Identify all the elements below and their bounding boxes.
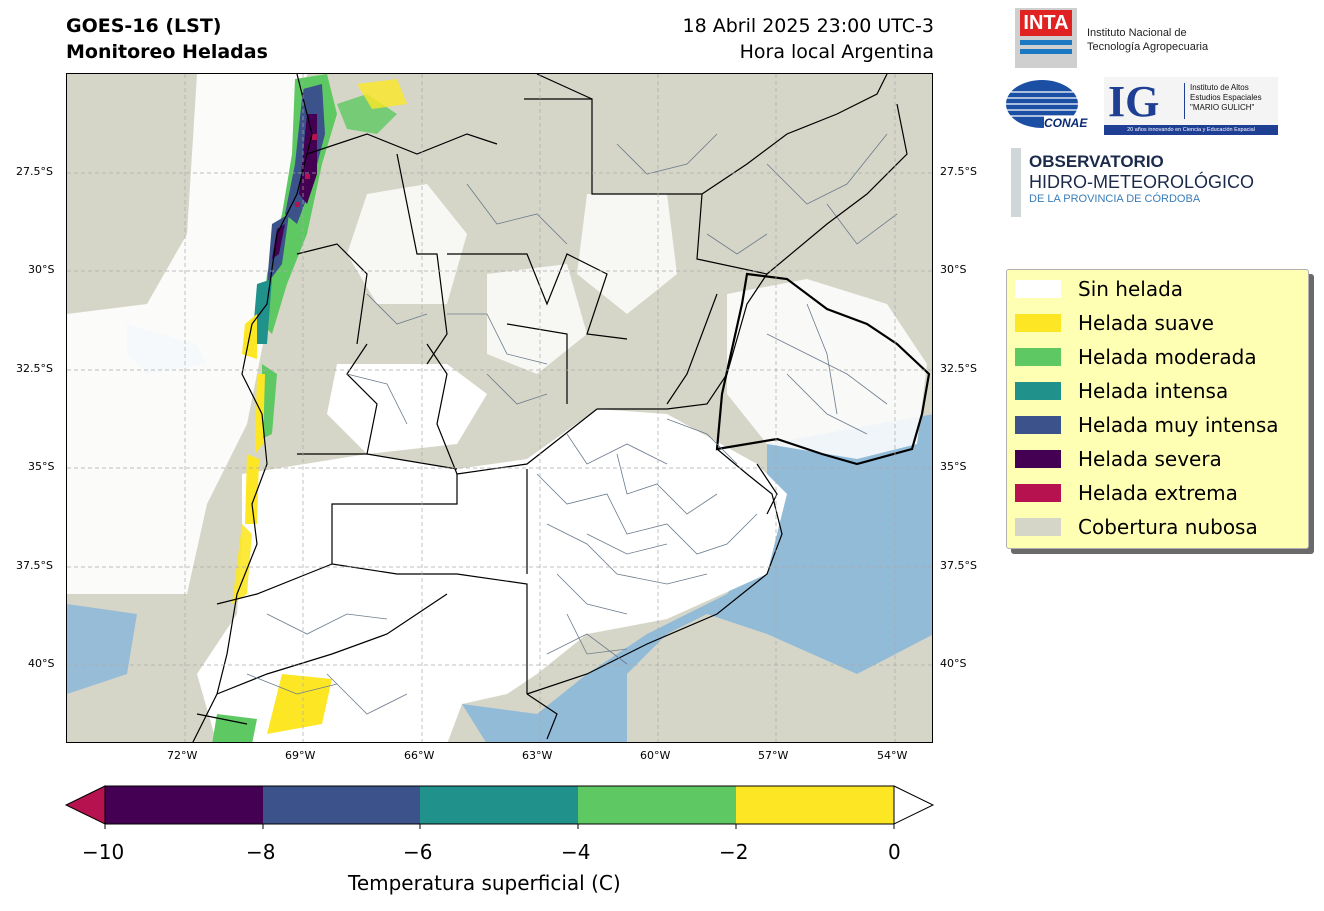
inta-logo: INTA <box>1015 8 1077 68</box>
conae-name: CONAE <box>1044 116 1088 130</box>
inta-name: Instituto Nacional de Tecnología Agropec… <box>1087 27 1209 53</box>
legend-item: Helada suave <box>1015 308 1214 338</box>
colorbar-segment <box>263 786 420 824</box>
lat-label-right: 35°S <box>940 460 967 473</box>
colorbar-tick: −10 <box>82 840 125 864</box>
inta-mark: INTA <box>1020 10 1072 36</box>
legend-swatch <box>1015 484 1061 502</box>
observatorio-bar <box>1011 148 1021 217</box>
legend-swatch <box>1015 518 1061 536</box>
colorbar-tick: −6 <box>403 840 433 864</box>
product-title: GOES-16 (LST) <box>66 15 222 37</box>
title-block: GOES-16 (LST) Monitoreo Heladas <box>66 13 268 65</box>
lon-label: 54°W <box>877 749 908 762</box>
product-subtitle: Monitoreo Heladas <box>66 41 268 63</box>
legend-swatch <box>1015 416 1061 434</box>
legend-item: Helada muy intensa <box>1015 410 1279 440</box>
lon-label: 63°W <box>522 749 553 762</box>
observatorio-logo: OBSERVATORIO HIDRO-METEOROLÓGICO DE LA P… <box>1029 152 1255 205</box>
colorbar <box>64 785 935 829</box>
legend-swatch <box>1015 280 1061 298</box>
lat-label-left: 27.5°S <box>16 165 53 178</box>
colorbar-segment <box>736 786 894 824</box>
local-time-note: Hora local Argentina <box>739 41 934 63</box>
lat-label-left: 32.5°S <box>16 362 53 375</box>
colorbar-segment <box>105 786 263 824</box>
lat-label-left: 35°S <box>28 460 55 473</box>
lon-label: 60°W <box>640 749 671 762</box>
legend-swatch <box>1015 348 1061 366</box>
legend-item: Cobertura nubosa <box>1015 512 1258 542</box>
legend-swatch <box>1015 314 1061 332</box>
colorbar-tick: 0 <box>888 840 901 864</box>
lat-label-right: 32.5°S <box>940 362 977 375</box>
ig-footer: 20 años innovando en Ciencia y Educación… <box>1104 125 1278 135</box>
graticule <box>67 74 932 742</box>
lat-label-right: 30°S <box>940 263 967 276</box>
colorbar-tick: −4 <box>561 840 591 864</box>
province-borders <box>192 74 783 742</box>
lat-label-right: 37.5°S <box>940 559 977 572</box>
lat-label-left: 40°S <box>28 657 55 670</box>
country-border-ne <box>701 74 888 195</box>
lat-label-left: 30°S <box>28 263 55 276</box>
ig-logo: IG Instituto de Altos Estudios Espaciale… <box>1104 77 1278 135</box>
colorbar-segment <box>578 786 736 824</box>
valid-datetime: 18 Abril 2025 23:00 UTC-3 <box>682 15 934 37</box>
legend-item: Helada moderada <box>1015 342 1257 372</box>
clear-areas <box>67 74 927 742</box>
legend-item: Helada extrema <box>1015 478 1238 508</box>
ig-mark: IG <box>1108 77 1160 126</box>
legend-swatch <box>1015 382 1061 400</box>
lat-label-left: 37.5°S <box>16 559 53 572</box>
legend-swatch <box>1015 450 1061 468</box>
lat-label-right: 27.5°S <box>940 165 977 178</box>
lon-label: 66°W <box>404 749 435 762</box>
frost-pixels <box>212 74 407 742</box>
legend-item: Sin helada <box>1015 274 1183 304</box>
lon-label: 69°W <box>285 749 316 762</box>
conae-logo: CONAE <box>1004 78 1088 134</box>
legend-item: Helada intensa <box>1015 376 1228 406</box>
colorbar-segment <box>420 786 578 824</box>
colorbar-tick: −8 <box>246 840 276 864</box>
colorbar-label: Temperatura superficial (C) <box>348 871 621 895</box>
lon-label: 57°W <box>758 749 789 762</box>
uruguay-border <box>715 272 931 466</box>
map-legend: Sin helada Helada suave Helada moderada … <box>1006 269 1309 549</box>
colorbar-tick: −2 <box>719 840 749 864</box>
date-block: 18 Abril 2025 23:00 UTC-3 Hora local Arg… <box>683 13 934 65</box>
frost-map[interactable] <box>66 73 933 743</box>
lat-label-right: 40°S <box>940 657 967 670</box>
department-borders <box>246 133 898 715</box>
map-canvas <box>67 74 932 742</box>
colorbar-over-arrow <box>893 785 935 825</box>
lon-label: 72°W <box>167 749 198 762</box>
ig-name: Instituto de Altos Estudios Espaciales "… <box>1190 83 1262 112</box>
colorbar-under-arrow <box>64 785 106 825</box>
legend-item: Helada severa <box>1015 444 1222 474</box>
